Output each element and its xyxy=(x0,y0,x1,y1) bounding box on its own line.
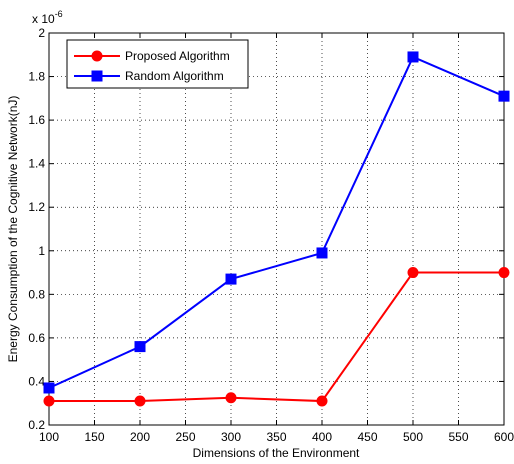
x-tick-label: 600 xyxy=(494,430,514,444)
axis-ticks: 100 150 200 250 300 350 400 450 500 550 600 0.2 0.4 0… xyxy=(28,26,514,444)
y-tick-label: 0.2 xyxy=(28,418,45,432)
data-point-random xyxy=(43,382,55,394)
y-tick-label: 1.8 xyxy=(28,70,45,84)
y-tick-label: 1.6 xyxy=(28,113,45,127)
data-point-random xyxy=(407,51,419,63)
legend-marker-proposed xyxy=(91,50,103,62)
data-point-random xyxy=(134,341,146,353)
data-point-proposed xyxy=(225,392,237,404)
y-tick-label: 1 xyxy=(38,244,45,258)
data-point-proposed xyxy=(316,395,328,407)
y-tick-label: 1.4 xyxy=(28,157,45,171)
data-point-random xyxy=(498,90,510,102)
legend-label-proposed: Proposed Algorithm xyxy=(125,49,230,63)
y-tick-label: 0.4 xyxy=(28,374,45,388)
y-tick-label: 0.8 xyxy=(28,287,45,301)
x-tick-label: 350 xyxy=(266,430,286,444)
x-tick-label: 400 xyxy=(312,430,332,444)
data-point-proposed xyxy=(498,267,510,279)
y-axis-label: Energy Consumption of the Cognitive Netw… xyxy=(6,96,20,363)
legend: Proposed Algorithm Random Algorithm xyxy=(66,39,249,89)
x-tick-label: 150 xyxy=(84,430,104,444)
data-point-proposed xyxy=(43,395,55,407)
x-axis-label: Dimensions of the Environment xyxy=(193,446,360,460)
legend-marker-random xyxy=(91,70,103,82)
y-exponent-label: x 10-6 xyxy=(32,9,63,26)
x-tick-label: 200 xyxy=(130,430,150,444)
grid-lines xyxy=(49,33,504,425)
legend-label-random: Random Algorithm xyxy=(125,69,224,83)
series-line-proposed xyxy=(49,271,504,403)
data-point-random xyxy=(225,273,237,285)
series-line-random xyxy=(48,55,505,389)
data-point-proposed xyxy=(134,395,146,407)
x-tick-label: 500 xyxy=(403,430,423,444)
y-exponent-power: -6 xyxy=(55,9,63,19)
x-tick-label: 550 xyxy=(448,430,468,444)
y-tick-label: 0.6 xyxy=(28,331,45,345)
data-point-proposed xyxy=(407,267,419,279)
series-group xyxy=(43,51,510,407)
x-tick-label: 100 xyxy=(39,430,59,444)
x-tick-label: 250 xyxy=(175,430,195,444)
x-tick-label: 450 xyxy=(357,430,377,444)
y-tick-label: 2 xyxy=(38,26,45,40)
y-tick-label: 1.2 xyxy=(28,200,45,214)
data-point-random xyxy=(316,247,328,259)
x-tick-label: 300 xyxy=(221,430,241,444)
y-exponent-base: x 10 xyxy=(32,12,55,26)
